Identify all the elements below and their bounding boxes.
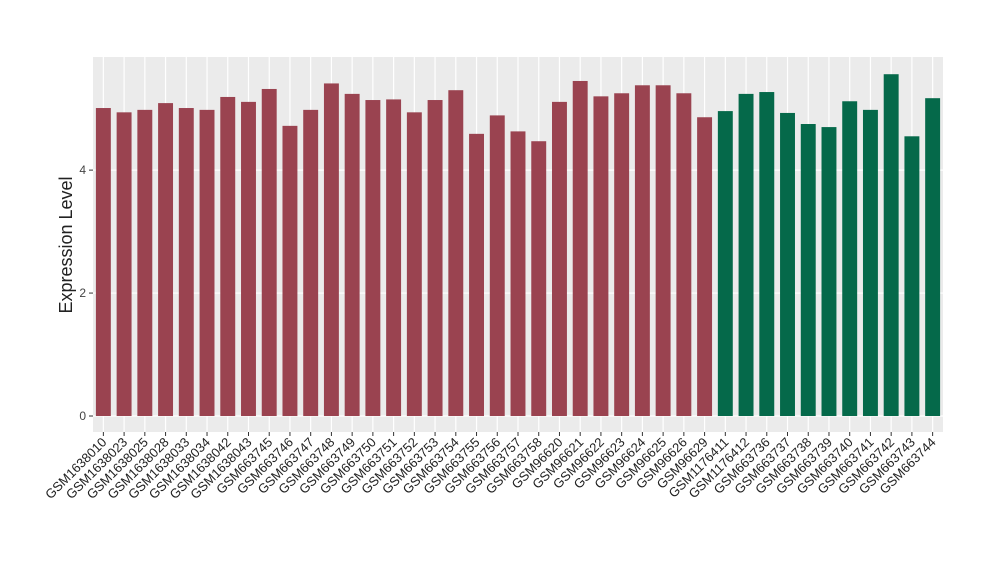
bar — [386, 99, 402, 417]
bar — [178, 108, 194, 417]
bar — [489, 115, 505, 417]
y-tick-label: 2 — [79, 286, 86, 300]
bar — [552, 101, 567, 417]
bar — [365, 100, 381, 417]
bar — [697, 117, 713, 417]
bar — [158, 103, 174, 417]
bar — [821, 127, 837, 417]
bar — [406, 112, 422, 417]
bar — [199, 109, 215, 417]
y-tick-label: 0 — [79, 409, 86, 423]
bar — [800, 124, 816, 417]
bar — [116, 112, 132, 417]
bar — [95, 108, 111, 417]
bar — [282, 125, 298, 417]
bar — [448, 90, 464, 417]
bar — [614, 93, 630, 417]
bar — [427, 100, 443, 417]
bar — [904, 136, 920, 417]
bar — [862, 109, 878, 417]
bar — [241, 101, 256, 417]
bar — [593, 96, 609, 417]
bar — [655, 85, 671, 417]
bar — [261, 88, 277, 417]
bar — [842, 101, 858, 417]
bar — [531, 141, 547, 417]
y-axis-title: Expression Level — [56, 176, 76, 313]
bar — [137, 109, 153, 417]
bar — [925, 98, 941, 417]
bar — [220, 96, 236, 417]
bar — [572, 80, 588, 417]
bar — [759, 92, 775, 417]
y-tick-label: 4 — [79, 163, 86, 177]
bar — [780, 112, 795, 417]
bar — [303, 109, 319, 417]
bar — [323, 83, 339, 417]
bar — [469, 133, 484, 417]
bar — [717, 111, 733, 417]
bar — [676, 93, 692, 417]
bar — [344, 93, 360, 417]
bar — [738, 93, 754, 417]
bar — [510, 131, 526, 417]
bar — [883, 74, 899, 417]
bar — [634, 85, 650, 417]
